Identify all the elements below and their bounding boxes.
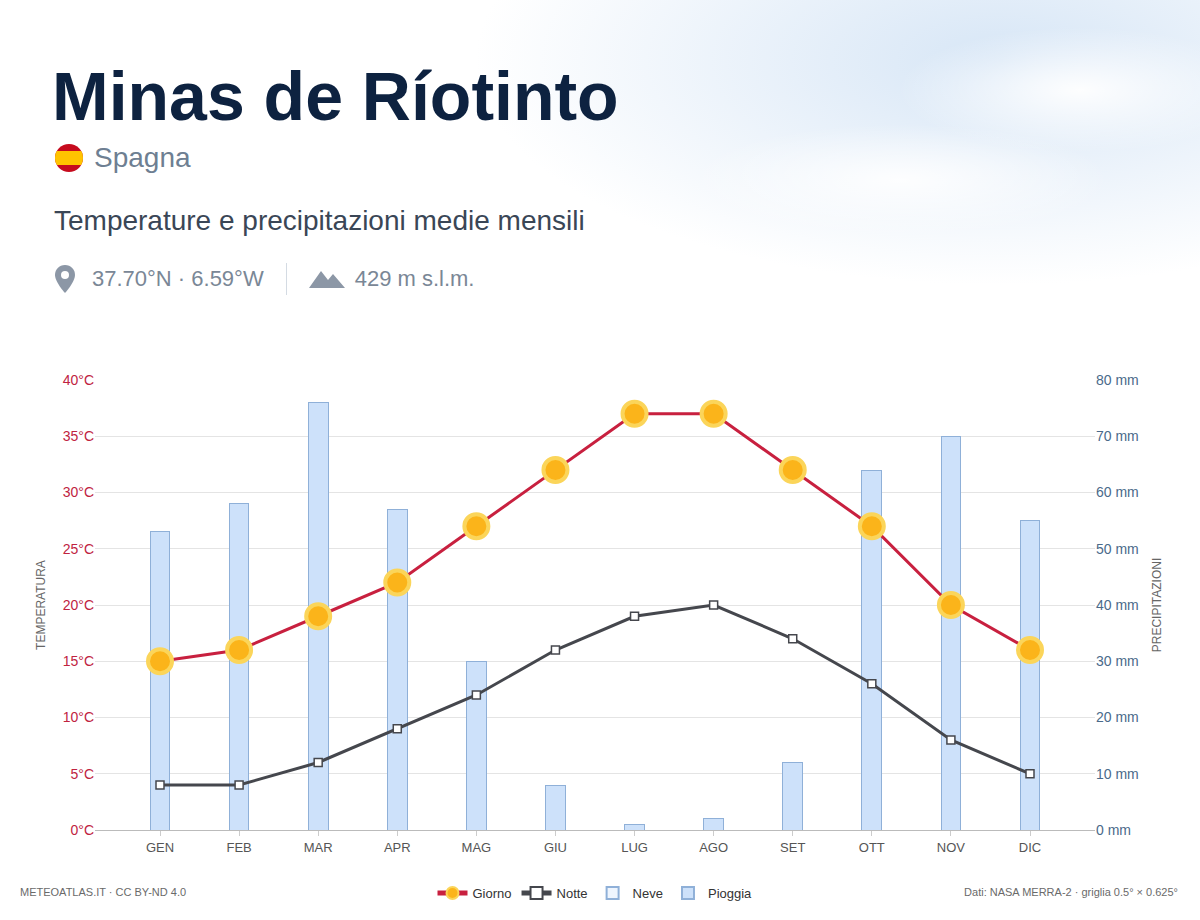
svg-text:TEMPERATURA: TEMPERATURA bbox=[34, 560, 48, 650]
html-text:Minas de Ríotinto: Minas de Ríotinto bbox=[52, 58, 619, 134]
svg-text:10 mm: 10 mm bbox=[1096, 766, 1139, 782]
svg-text:40 mm: 40 mm bbox=[1096, 597, 1139, 613]
svg-text:PRECIPITAZIONI: PRECIPITAZIONI bbox=[1150, 558, 1164, 652]
svg-text:0°C: 0°C bbox=[71, 822, 95, 838]
html-text:429 m s.l.m.: 429 m s.l.m. bbox=[354, 266, 475, 291]
svg-text:70 mm: 70 mm bbox=[1096, 428, 1139, 444]
svg-text:MAR: MAR bbox=[304, 840, 333, 855]
html-text:METEOATLAS.IT · CC BY-ND 4.0: METEOATLAS.IT · CC BY-ND 4.0 bbox=[20, 886, 187, 898]
svg-text:35°C: 35°C bbox=[63, 428, 94, 444]
svg-text:LUG: LUG bbox=[621, 840, 648, 855]
svg-text:80 mm: 80 mm bbox=[1096, 372, 1139, 388]
svg-text:60 mm: 60 mm bbox=[1096, 484, 1139, 500]
svg-text:FEB: FEB bbox=[226, 840, 251, 855]
svg-text:20 mm: 20 mm bbox=[1096, 709, 1139, 725]
svg-text:20°C: 20°C bbox=[63, 597, 94, 613]
svg-text:40°C: 40°C bbox=[63, 372, 94, 388]
svg-text:GEN: GEN bbox=[146, 840, 174, 855]
svg-text:15°C: 15°C bbox=[63, 653, 94, 669]
html-text:Dati: NASA MERRA-2 · griglia 0: Dati: NASA MERRA-2 · griglia 0.5° × 0.62… bbox=[964, 886, 1178, 898]
svg-text:AGO: AGO bbox=[699, 840, 728, 855]
svg-text:NOV: NOV bbox=[937, 840, 966, 855]
svg-text:5°C: 5°C bbox=[71, 766, 95, 782]
svg-text:0 mm: 0 mm bbox=[1096, 822, 1131, 838]
svg-text:30 mm: 30 mm bbox=[1096, 653, 1139, 669]
svg-text:DIC: DIC bbox=[1019, 840, 1041, 855]
svg-text:GIU: GIU bbox=[544, 840, 567, 855]
svg-text:Giorno: Giorno bbox=[473, 886, 512, 901]
svg-text:Neve: Neve bbox=[633, 886, 663, 901]
svg-text:10°C: 10°C bbox=[63, 709, 94, 725]
svg-text:Notte: Notte bbox=[557, 886, 588, 901]
svg-text:Pioggia: Pioggia bbox=[708, 886, 752, 901]
svg-text:30°C: 30°C bbox=[63, 484, 94, 500]
svg-text:MAG: MAG bbox=[462, 840, 492, 855]
svg-text:25°C: 25°C bbox=[63, 541, 94, 557]
html-text:Spagna: Spagna bbox=[94, 142, 191, 173]
html-text:Temperature e precipitazioni m: Temperature e precipitazioni medie mensi… bbox=[54, 205, 585, 236]
svg-text:OTT: OTT bbox=[859, 840, 885, 855]
svg-text:50 mm: 50 mm bbox=[1096, 541, 1139, 557]
svg-text:APR: APR bbox=[384, 840, 411, 855]
svg-text:SET: SET bbox=[780, 840, 805, 855]
html-text:37.70°N · 6.59°W: 37.70°N · 6.59°W bbox=[92, 266, 264, 291]
